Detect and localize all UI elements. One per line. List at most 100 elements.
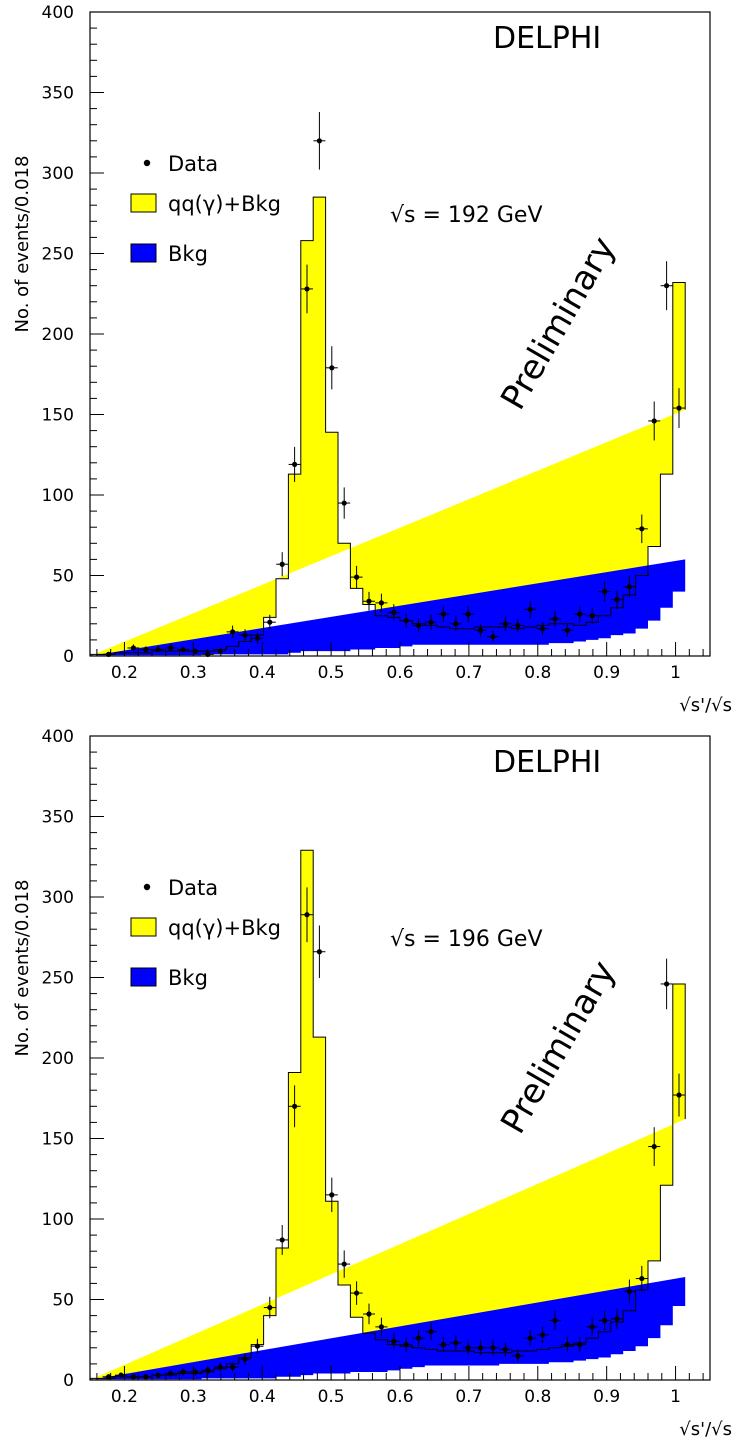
data-point-marker bbox=[254, 1343, 260, 1349]
x-tick-label: 0.4 bbox=[249, 1387, 276, 1407]
data-point-marker bbox=[577, 1341, 583, 1348]
data-point bbox=[102, 1374, 115, 1380]
y-tick-label: 200 bbox=[42, 1049, 74, 1069]
data-point-marker bbox=[329, 365, 335, 371]
data-point-marker bbox=[391, 609, 397, 616]
data-point bbox=[635, 514, 648, 544]
legend-background-swatch bbox=[130, 243, 157, 263]
data-point-marker bbox=[354, 574, 360, 580]
data-point-marker bbox=[639, 526, 645, 532]
x-tick-label: 0.8 bbox=[524, 663, 551, 683]
y-tick-label: 150 bbox=[42, 406, 74, 426]
data-point bbox=[623, 576, 636, 598]
data-point-marker bbox=[602, 589, 608, 595]
data-point-marker bbox=[478, 1345, 484, 1351]
data-point-marker bbox=[564, 1341, 571, 1348]
data-point-marker bbox=[155, 1372, 161, 1378]
data-point bbox=[263, 614, 276, 630]
data-point bbox=[115, 1372, 127, 1378]
data-point-marker bbox=[416, 1335, 422, 1341]
preliminary-watermark: Preliminary bbox=[493, 954, 624, 1140]
data-point bbox=[152, 646, 165, 653]
data-point bbox=[561, 1337, 574, 1353]
data-point bbox=[363, 1303, 375, 1325]
data-point-marker bbox=[316, 138, 322, 144]
data-point-marker bbox=[292, 461, 298, 468]
legend-background-swatch bbox=[130, 967, 157, 987]
data-point-marker bbox=[676, 1092, 682, 1098]
legend-data-marker bbox=[143, 159, 151, 167]
data-point-marker bbox=[552, 1317, 558, 1324]
data-point-marker bbox=[602, 1317, 608, 1324]
x-tick-label: 0.5 bbox=[318, 663, 345, 683]
data-point-marker bbox=[366, 1311, 372, 1317]
legend-signal-swatch bbox=[130, 917, 157, 937]
data-point-marker bbox=[391, 1338, 397, 1344]
y-tick-label: 50 bbox=[52, 567, 74, 587]
data-point bbox=[276, 1224, 289, 1255]
data-point bbox=[226, 1362, 239, 1372]
data-point-marker bbox=[453, 1340, 459, 1346]
data-point bbox=[338, 1250, 351, 1278]
legend-background-label: Bkg bbox=[168, 966, 208, 990]
data-point-marker bbox=[614, 597, 620, 603]
y-tick-label: 400 bbox=[42, 727, 74, 747]
data-point bbox=[673, 388, 685, 429]
data-point-marker bbox=[440, 611, 446, 617]
signal-histogram-outline bbox=[90, 196, 686, 655]
data-point bbox=[611, 1308, 623, 1329]
data-point bbox=[598, 1310, 611, 1331]
data-point-marker bbox=[502, 621, 508, 627]
background-histogram-fill bbox=[90, 1276, 686, 1380]
data-point-marker bbox=[664, 981, 670, 987]
data-point bbox=[449, 616, 462, 632]
experiment-label: DELPHI bbox=[493, 745, 601, 780]
legend: Data qq(γ)+Bkg Bkg bbox=[130, 152, 281, 266]
x-tick-label: 0.6 bbox=[386, 663, 413, 683]
signal-histogram-outline bbox=[90, 849, 686, 1379]
data-point-marker bbox=[192, 1369, 198, 1375]
legend-signal-label: qq(γ)+Bkg bbox=[168, 192, 281, 216]
y-tick-label: 300 bbox=[42, 164, 74, 184]
data-point bbox=[648, 401, 661, 441]
data-point-marker bbox=[478, 627, 484, 633]
data-point bbox=[474, 623, 487, 637]
x-tick-label: 0.2 bbox=[111, 663, 138, 683]
data-point-marker bbox=[428, 1329, 434, 1335]
background-histogram-fill bbox=[90, 559, 686, 656]
data-point-marker bbox=[329, 1192, 335, 1198]
legend-signal-swatch bbox=[130, 193, 157, 213]
y-tick-label: 100 bbox=[42, 486, 74, 506]
data-point bbox=[425, 1322, 437, 1341]
data-point-marker bbox=[664, 283, 670, 289]
legend-data-marker bbox=[143, 883, 151, 891]
data-point bbox=[177, 646, 189, 653]
data-point bbox=[127, 644, 140, 652]
data-point-marker bbox=[378, 1324, 384, 1330]
data-point-marker bbox=[515, 622, 521, 629]
data-point bbox=[164, 644, 177, 652]
data-point bbox=[387, 1333, 400, 1350]
data-point bbox=[214, 1362, 227, 1372]
y-tick-label: 300 bbox=[42, 888, 74, 908]
data-point-marker bbox=[130, 1374, 136, 1380]
data-point-marker bbox=[279, 561, 285, 567]
data-point bbox=[487, 1340, 499, 1356]
energy-label: √s = 192 GeV bbox=[390, 203, 543, 228]
data-point bbox=[189, 648, 202, 654]
data-point bbox=[226, 625, 239, 639]
data-point bbox=[549, 1310, 561, 1331]
y-tick-label: 0 bbox=[63, 647, 74, 667]
y-tick-label: 250 bbox=[42, 245, 74, 265]
data-point-marker bbox=[614, 1316, 620, 1322]
signal-histogram-fill bbox=[90, 850, 686, 1380]
legend-background-label: Bkg bbox=[168, 242, 208, 266]
data-point bbox=[301, 887, 313, 943]
x-tick-label: 0.6 bbox=[386, 1387, 413, 1407]
data-point-marker bbox=[292, 1103, 298, 1109]
data-point-marker bbox=[540, 1332, 546, 1338]
data-point-marker bbox=[428, 619, 434, 625]
data-point bbox=[586, 607, 599, 624]
data-point-marker bbox=[440, 1341, 446, 1348]
